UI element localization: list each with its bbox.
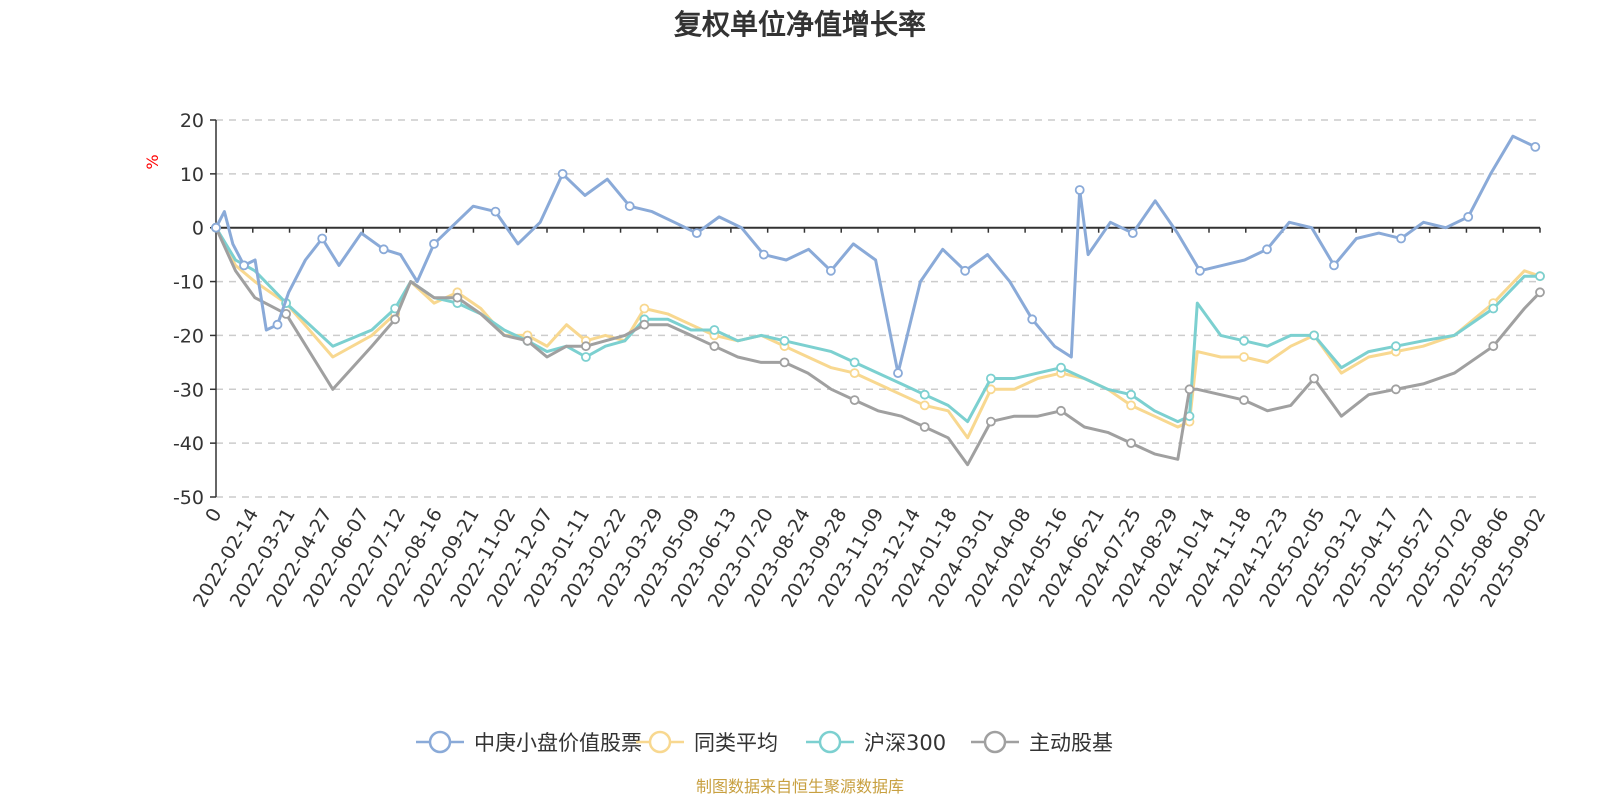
legend-swatch-marker xyxy=(648,730,672,754)
data-point xyxy=(1309,330,1319,341)
y-tick-label: 0 xyxy=(192,218,204,240)
data-point xyxy=(1126,400,1136,411)
data-point xyxy=(1027,314,1038,325)
series-line xyxy=(214,134,1536,375)
data-point xyxy=(378,244,389,255)
data-point xyxy=(1184,384,1195,395)
y-tick-label: -40 xyxy=(173,433,204,455)
data-point xyxy=(1391,341,1401,352)
y-tick-label: -10 xyxy=(173,272,204,294)
data-point xyxy=(1126,389,1136,400)
data-point xyxy=(1535,271,1545,282)
data-point xyxy=(490,206,501,217)
data-point xyxy=(779,335,790,346)
data-point xyxy=(849,395,860,406)
data-point xyxy=(986,416,996,427)
series-3 xyxy=(211,222,1545,467)
data-point xyxy=(1329,260,1339,271)
data-point xyxy=(581,341,591,352)
data-point xyxy=(893,368,903,379)
legend-item[interactable]: 主动股基 xyxy=(971,730,1113,755)
data-point xyxy=(919,422,930,432)
data-point xyxy=(691,228,702,239)
data-point xyxy=(211,222,221,233)
data-point xyxy=(1391,384,1401,395)
legend-label: 主动股基 xyxy=(1029,731,1113,755)
legend-swatch-marker xyxy=(983,730,1007,754)
data-point xyxy=(522,335,533,346)
data-point xyxy=(919,400,930,411)
legend-swatch-marker xyxy=(428,730,452,754)
data-point xyxy=(960,265,970,276)
data-point xyxy=(390,314,401,325)
data-point xyxy=(986,373,996,384)
data-point xyxy=(1530,141,1541,152)
data-point xyxy=(826,265,836,276)
data-point xyxy=(452,292,463,303)
data-point xyxy=(581,352,591,362)
legend[interactable]: 中庚小盘价值股票 同类平均 沪深300 主动股基 xyxy=(416,730,1113,755)
x-axis: 02022-02-142022-03-212022-04-272022-06-0… xyxy=(189,226,1550,611)
series-0 xyxy=(211,134,1541,379)
data-point xyxy=(986,384,996,395)
y-tick-label: -20 xyxy=(173,325,204,347)
y-tick-label: -50 xyxy=(173,487,204,509)
legend-item[interactable]: 沪深300 xyxy=(806,730,946,755)
y-tick-label: 10 xyxy=(180,164,204,186)
y-axis-unit: % xyxy=(143,154,162,169)
data-point xyxy=(919,389,930,400)
data-point xyxy=(1056,362,1066,373)
chart-title: 复权单位净值增长率 xyxy=(674,8,926,41)
y-axis: 20 10 0 -10 -20 -30 -40 -50 xyxy=(173,110,217,509)
data-point xyxy=(1488,341,1499,352)
data-point xyxy=(1127,228,1138,239)
data-point xyxy=(1262,244,1272,255)
data-point xyxy=(239,260,249,271)
data-point xyxy=(429,238,439,249)
data-point xyxy=(1239,335,1249,346)
data-point xyxy=(639,319,650,330)
data-point xyxy=(1239,395,1249,406)
data-point xyxy=(849,357,860,368)
data-point xyxy=(709,325,720,335)
data-point xyxy=(1074,185,1085,195)
data-point xyxy=(1126,438,1136,449)
y-tick-label: -30 xyxy=(173,379,204,401)
data-point xyxy=(639,303,650,314)
data-point xyxy=(272,319,283,330)
data-point xyxy=(1056,405,1066,416)
data-point xyxy=(1239,352,1249,362)
y-tick-label: 20 xyxy=(180,110,204,132)
series-1 xyxy=(211,222,1545,440)
data-point xyxy=(1463,211,1474,222)
legend-label: 同类平均 xyxy=(694,731,778,755)
legend-item[interactable]: 中庚小盘价值股票 xyxy=(416,730,642,755)
data-point xyxy=(317,233,328,244)
data-point xyxy=(1535,287,1545,298)
data-point xyxy=(1396,233,1406,244)
source-note: 制图数据来自恒生聚源数据库 xyxy=(696,777,904,796)
data-point xyxy=(557,168,568,179)
data-point xyxy=(779,357,790,368)
series-line xyxy=(214,227,1542,467)
legend-item[interactable]: 同类平均 xyxy=(636,730,778,755)
legend-label: 中庚小盘价值股票 xyxy=(474,731,642,755)
data-point xyxy=(624,201,635,212)
x-tick-label: 0 xyxy=(201,505,226,526)
series-lines xyxy=(211,134,1545,467)
data-point xyxy=(758,249,769,260)
legend-swatch-marker xyxy=(818,730,842,754)
series-line xyxy=(214,226,1540,424)
data-point xyxy=(1309,373,1319,384)
grid-lines xyxy=(216,119,1540,498)
data-point xyxy=(1195,265,1205,276)
data-point xyxy=(709,341,720,352)
legend-label: 沪深300 xyxy=(864,731,946,755)
data-point xyxy=(1488,303,1499,314)
series-line xyxy=(214,227,1541,440)
data-point xyxy=(849,368,860,379)
